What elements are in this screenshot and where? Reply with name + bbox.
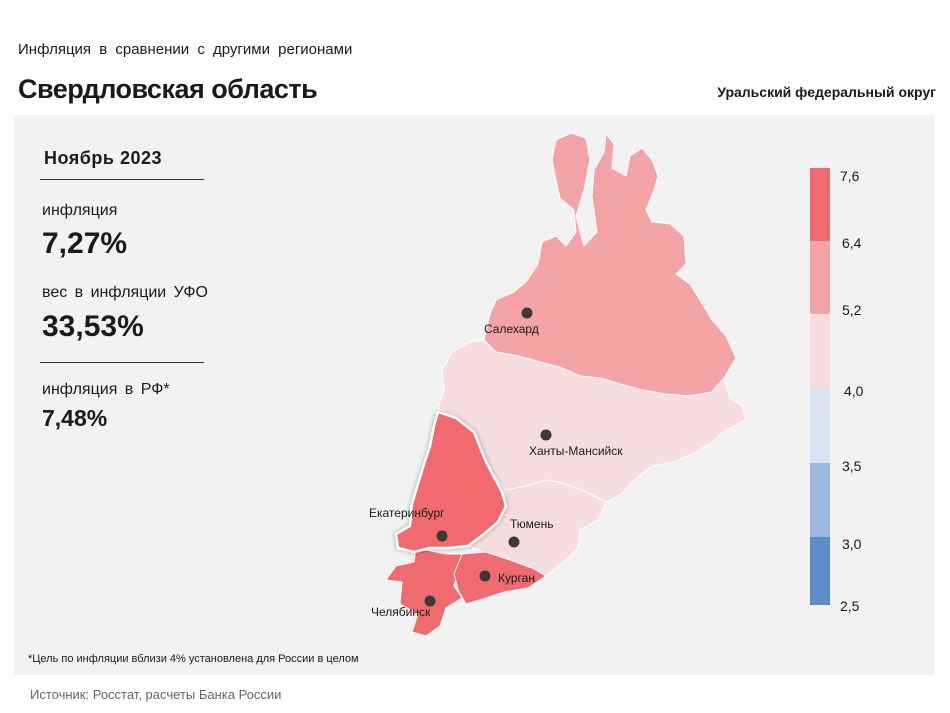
rf-inflation-value: 7,48% <box>42 405 108 431</box>
scale-band-4 <box>810 388 830 463</box>
city-khanty-mansiysk: Ханты-Мансийск <box>529 429 623 458</box>
subtitle: Инфляция в сравнении с другими регионами <box>18 41 353 58</box>
city-tyumen: Тюмень <box>508 517 553 548</box>
weight-value: 33,53% <box>42 310 144 343</box>
scale-band-2 <box>810 241 830 314</box>
city-yekaterinburg: Екатеринбург <box>369 506 448 542</box>
page-title: Свердловская область <box>18 74 318 104</box>
color-scale-legend: 7,6 6,4 5,2 4,0 3,5 3,0 2,5 <box>810 168 864 614</box>
region-kurgan[interactable] <box>453 551 547 605</box>
city-chelyabinsk: Челябинск <box>371 595 436 619</box>
scale-tick-2: 6,4 <box>842 235 862 251</box>
city-label-yekaterinburg: Екатеринбург <box>369 506 445 520</box>
scale-tick-1: 7,6 <box>840 168 860 184</box>
scale-tick-6: 3,0 <box>842 536 862 552</box>
scale-band-6 <box>810 537 830 605</box>
region-yamal[interactable] <box>483 132 737 397</box>
period-label: Ноябрь 2023 <box>44 148 162 168</box>
scale-tick-7: 2,5 <box>840 598 860 614</box>
city-label-salekhard: Салехард <box>484 322 539 336</box>
scale-band-1 <box>810 168 830 241</box>
divider-top <box>40 179 204 180</box>
city-label-kurgan: Курган <box>498 571 535 585</box>
city-label-khanty: Ханты-Мансийск <box>529 444 623 458</box>
scale-band-3 <box>810 314 830 388</box>
city-kurgan: Курган <box>479 570 535 585</box>
region-sverdlovsk[interactable] <box>394 410 508 554</box>
city-label-chelyabinsk: Челябинск <box>371 605 431 619</box>
source-note: Источник: Росстат, расчеты Банка России <box>30 687 282 702</box>
inflation-label: инфляция <box>42 202 118 219</box>
city-label-tyumen: Тюмень <box>510 517 553 531</box>
scale-tick-4: 4,0 <box>844 383 864 399</box>
rf-inflation-label: инфляция в РФ* <box>42 381 170 398</box>
inflation-value: 7,27% <box>42 227 128 260</box>
divider-bottom <box>40 362 204 363</box>
scale-tick-3: 5,2 <box>842 302 862 318</box>
scale-band-5 <box>810 463 830 537</box>
district-label: Уральский федеральный округ <box>717 84 936 100</box>
region-chelyabinsk[interactable] <box>385 547 463 637</box>
scale-tick-5: 3,5 <box>842 458 862 474</box>
footnote: *Цель по инфляции вблизи 4% установлена … <box>28 653 359 665</box>
region-khanty[interactable] <box>437 339 747 503</box>
city-salekhard: Салехард <box>484 307 539 336</box>
weight-label: вес в инфляции УФО <box>42 284 208 301</box>
